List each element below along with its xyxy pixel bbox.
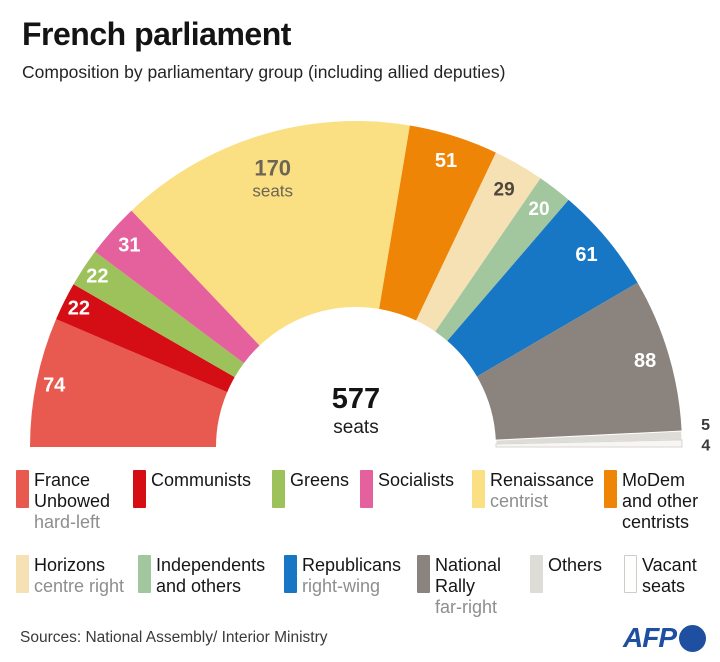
segment-value-socialists: 31 xyxy=(118,235,140,257)
legend-swatch-others xyxy=(530,555,543,593)
legend-name: Republicans xyxy=(302,555,402,575)
segment-republicans xyxy=(447,199,638,377)
legend-name: MoDem and other centrists xyxy=(622,470,699,532)
legend-swatch-socialists xyxy=(360,470,373,508)
total-seats-number: 577 xyxy=(331,383,381,415)
segment-communists xyxy=(56,284,235,393)
total-seats-label: 577 seats xyxy=(256,383,456,439)
legend-swatch-horizons xyxy=(16,555,29,593)
legend-item-modem-and-other-centrists: MoDem and other centrists xyxy=(604,470,714,533)
afp-logo-circle-icon xyxy=(679,624,706,652)
legend-name: Greens xyxy=(290,470,350,490)
segment-renaissance xyxy=(131,120,410,346)
segment-value-communists: 22 xyxy=(68,298,90,320)
legend-name: Horizons xyxy=(34,555,106,575)
legend-item-renaissance: Renaissance centrist xyxy=(472,470,615,512)
legend-name: Independents and others xyxy=(156,555,266,596)
legend-swatch-communists xyxy=(133,470,146,508)
segment-independents-and-others xyxy=(435,178,569,341)
segment-greens xyxy=(73,251,244,378)
legend-name: National Rally xyxy=(435,555,502,596)
legend-item-vacant-seats: Vacant seats xyxy=(624,555,706,597)
legend-swatch-republicans xyxy=(284,555,297,593)
segment-value-greens: 22 xyxy=(86,266,108,288)
afp-logo-text: AFP xyxy=(623,622,677,653)
sources-text: Sources: National Assembly/ Interior Min… xyxy=(20,629,328,646)
segment-value-republicans: 61 xyxy=(575,244,597,266)
legend-name: Vacant seats xyxy=(642,555,697,596)
legend-name: Socialists xyxy=(378,470,455,490)
legend-item-greens: Greens xyxy=(272,470,380,508)
legend-swatch-france-unbowed xyxy=(16,470,29,508)
legend-name: Communists xyxy=(151,470,252,490)
afp-logo: AFP xyxy=(623,622,706,654)
legend-item-france-unbowed: France Unbowed hard-left xyxy=(16,470,132,533)
segment-france-unbowed xyxy=(30,319,228,447)
legend-swatch-independents-and-others xyxy=(138,555,151,593)
page-title: French parliament xyxy=(22,16,291,52)
legend-item-socialists: Socialists xyxy=(360,470,488,508)
legend-item-republicans: Republicans right-wing xyxy=(284,555,417,597)
total-seats-unit: seats xyxy=(333,416,379,438)
legend-item-others: Others xyxy=(530,555,626,593)
segment-horizons xyxy=(416,152,541,332)
legend-descriptor: hard-left xyxy=(34,512,101,532)
legend-swatch-vacant-seats xyxy=(624,555,637,593)
legend-descriptor: centre right xyxy=(34,576,125,596)
segment-value-renaissance: 170 seats xyxy=(252,155,293,200)
segment-modem-and-other-centrists xyxy=(379,125,496,321)
segment-socialists xyxy=(95,210,260,364)
legend-descriptor: centrist xyxy=(490,491,549,511)
legend-swatch-modem-and-other-centrists xyxy=(604,470,617,508)
legend-descriptor: far-right xyxy=(435,597,498,617)
segment-value-independents-and-others: 20 xyxy=(528,199,549,220)
segment-vacant-seats xyxy=(495,439,683,448)
legend-item-horizons: Horizons centre right xyxy=(16,555,154,597)
segment-value-modem-and-other-centrists: 51 xyxy=(435,150,457,172)
legend-item-national-rally: National Rally far-right xyxy=(417,555,527,618)
segment-national-rally xyxy=(476,282,682,441)
page-subtitle: Composition by parliamentary group (incl… xyxy=(22,62,506,82)
legend-swatch-renaissance xyxy=(472,470,485,508)
segment-value-vacant-seats: 4 xyxy=(701,438,710,455)
legend-descriptor: right-wing xyxy=(302,576,381,596)
legend-name: Others xyxy=(548,555,603,575)
legend-swatch-greens xyxy=(272,470,285,508)
legend-item-independents-and-others: Independents and others xyxy=(138,555,274,597)
legend-item-communists: Communists xyxy=(133,470,301,508)
segment-value-france-unbowed: 74 xyxy=(43,374,66,396)
segment-value-others: 5 xyxy=(701,417,710,434)
legend-name: Renaissance xyxy=(490,470,595,490)
legend-name: France Unbowed xyxy=(34,470,111,511)
legend-swatch-national-rally xyxy=(417,555,430,593)
segment-value-horizons: 29 xyxy=(494,180,515,201)
segment-value-national-rally: 88 xyxy=(634,350,656,372)
